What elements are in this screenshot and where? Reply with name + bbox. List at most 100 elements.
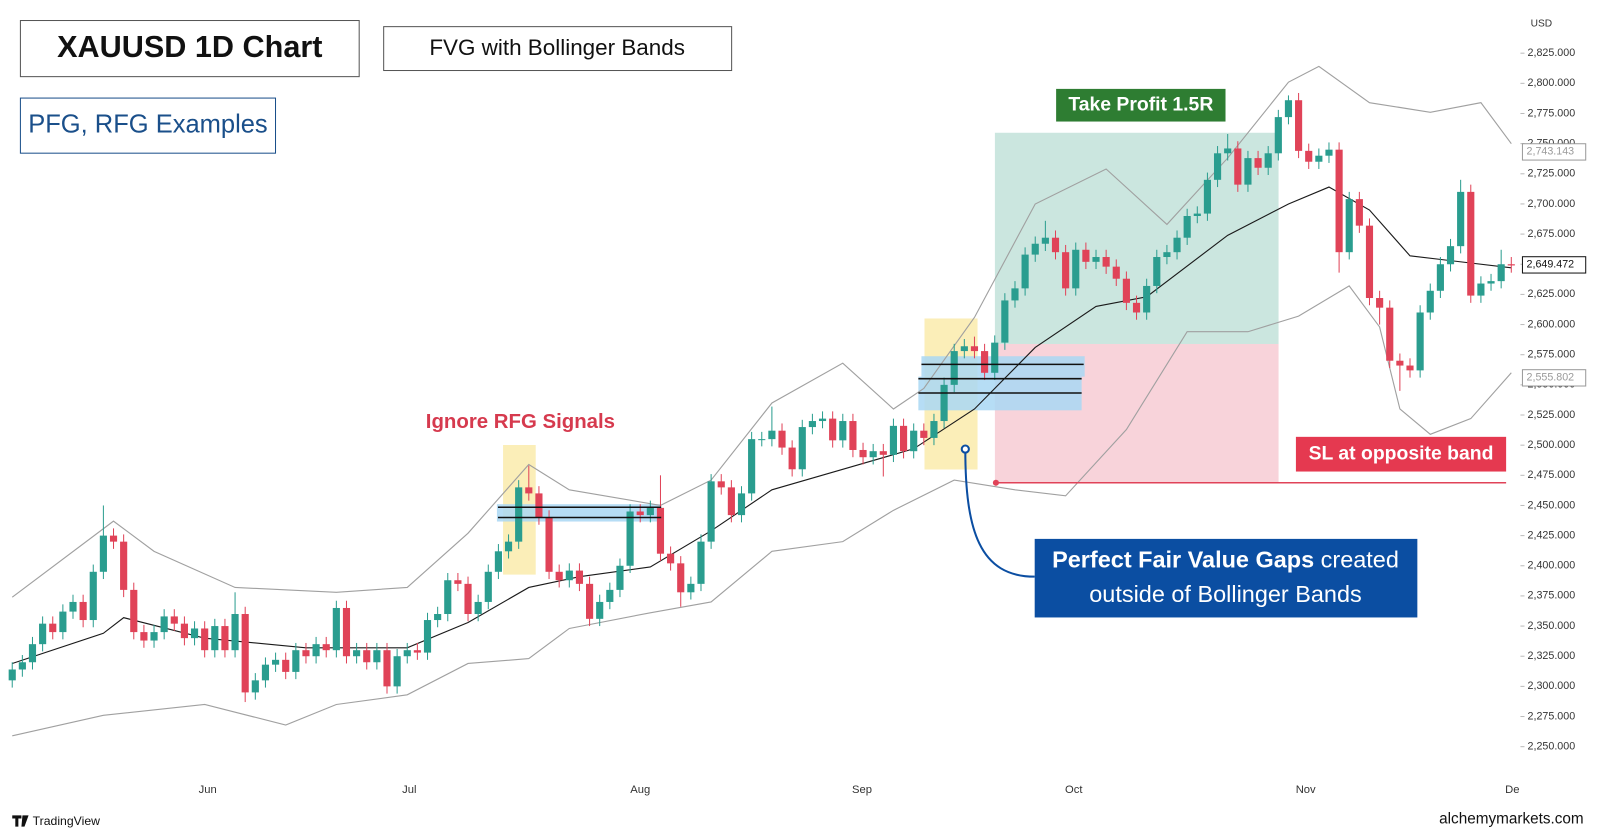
candle-body [1457, 191, 1465, 247]
candle-body [1163, 252, 1171, 258]
candle-body [1001, 300, 1009, 343]
candle-body [1386, 307, 1394, 361]
brand: TradingView [33, 814, 100, 828]
candle-body [393, 656, 401, 687]
candle-body [697, 541, 705, 584]
candle-body [261, 664, 270, 681]
candle-body [1345, 199, 1353, 253]
candle-body [889, 425, 898, 455]
candle-body [18, 662, 26, 670]
candle-body [140, 632, 148, 641]
y-tick-label: 2,700.000 [1528, 198, 1576, 210]
tag-box [19, 97, 277, 154]
candle-body [49, 623, 57, 633]
candle-body [737, 493, 746, 516]
candle-body [1507, 264, 1515, 266]
candle-body [788, 447, 796, 470]
candle-body [1132, 302, 1141, 313]
candle-body [1355, 199, 1363, 226]
candle-body [575, 570, 584, 584]
price-tag [1521, 256, 1587, 274]
candle-body [869, 451, 877, 458]
candle-body [818, 418, 827, 422]
candle-body [1112, 266, 1120, 279]
candle-body [1295, 100, 1303, 151]
candle-body [150, 632, 158, 641]
candle-body [1254, 158, 1262, 168]
candle-body [8, 669, 16, 681]
plot [8, 65, 1515, 737]
callout-line: outside of Bollinger Bands [1089, 581, 1362, 607]
callout-text: created [1321, 547, 1399, 573]
brand-logo [12, 815, 29, 827]
callout-line: Perfect Fair Value Gaps created [1052, 547, 1399, 573]
candle-body [120, 541, 128, 590]
candle-body [829, 418, 837, 441]
y-tick-label: 2,250.000 [1528, 741, 1576, 753]
candle-body [717, 481, 725, 488]
y-tick-label: 2,675.000 [1528, 228, 1576, 240]
candle-body [251, 680, 259, 693]
candle-body [515, 487, 523, 542]
candle-body [170, 616, 178, 624]
y-tick-label: 2,475.000 [1528, 469, 1576, 481]
candle-body [981, 351, 989, 373]
candle-body [272, 659, 280, 665]
y-tick-label: 2,625.000 [1528, 288, 1576, 300]
bollinger-band [12, 285, 1512, 737]
candle-body [748, 439, 756, 494]
candle-body [1446, 246, 1455, 265]
candle-body [1244, 158, 1252, 185]
x-tick-label: Nov [1296, 784, 1316, 796]
candle-body [1193, 213, 1201, 217]
y-tick-label: 2,350.000 [1528, 620, 1576, 632]
subtitle: FVG with Bollinger Bands [429, 35, 685, 60]
candle-body [525, 487, 533, 494]
candle-body [545, 517, 553, 572]
candle-body [1021, 254, 1029, 289]
y-tick-label: 2,375.000 [1528, 590, 1576, 602]
callout-bold: Perfect Fair Value Gaps [1052, 547, 1314, 573]
tag: PFG, RFG Examples [28, 110, 267, 138]
candle-body [910, 430, 918, 452]
candle-body [1477, 283, 1485, 296]
candle-body [991, 342, 999, 373]
candle-body [423, 620, 432, 653]
candle-body [636, 511, 644, 516]
candle-body [879, 451, 887, 455]
candle-body [1436, 264, 1444, 291]
candle-body [1183, 216, 1191, 238]
candle-body [1376, 298, 1384, 308]
y-tick-label: 2,300.000 [1528, 680, 1576, 692]
candle-body [1396, 360, 1404, 366]
candle-body [1467, 191, 1475, 296]
candle-body [565, 570, 573, 581]
candle-body [1406, 365, 1414, 371]
candle-body [1072, 249, 1080, 289]
candle-body [1122, 278, 1130, 303]
candle-body [1173, 237, 1181, 253]
candle-body [1497, 264, 1505, 282]
candle-body [606, 589, 614, 602]
candle-body [778, 430, 786, 448]
candle-body [616, 565, 624, 590]
candle-body [1062, 252, 1070, 289]
x-tick-label: Jun [199, 784, 217, 796]
candle-body [1284, 100, 1293, 118]
candle-body [586, 583, 594, 619]
candle-body [504, 541, 513, 552]
candle-body [1031, 243, 1039, 255]
title-box [19, 20, 360, 78]
candle-body [454, 580, 462, 584]
candle-body [940, 384, 948, 422]
candle-body [1305, 150, 1313, 162]
y-tick-label: 2,325.000 [1528, 650, 1576, 662]
candle-body [646, 507, 654, 516]
candle-body [758, 439, 766, 441]
ignore-label: Ignore RFG Signals [426, 411, 615, 433]
candle-body [39, 623, 47, 645]
candle-body [1102, 257, 1110, 267]
stop-loss-dot [992, 479, 999, 486]
candle-body [899, 425, 908, 452]
bollinger-band [11, 65, 1512, 598]
